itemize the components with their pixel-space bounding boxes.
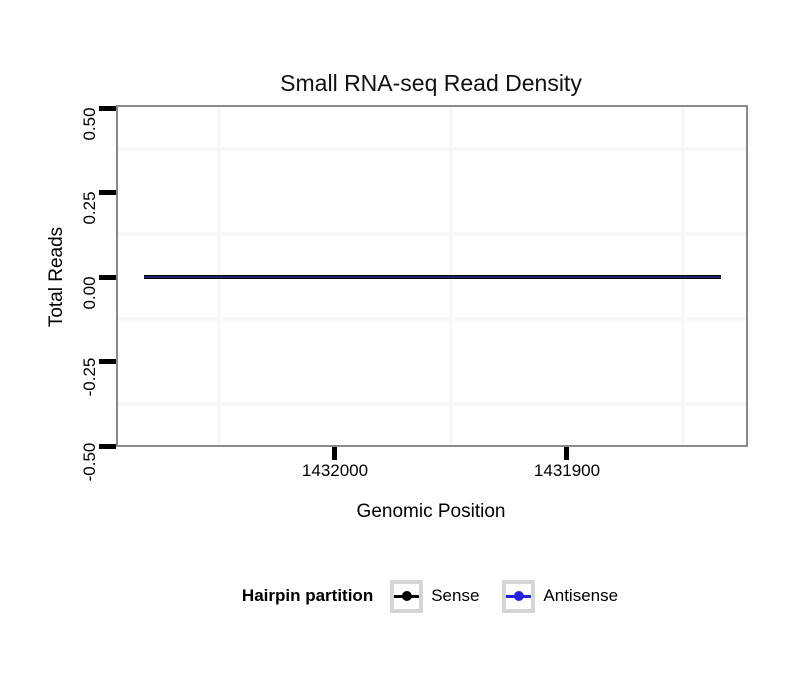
x-tick-label: 1432000: [301, 461, 369, 480]
legend-title: Hairpin partition: [241, 586, 374, 605]
chart-title: Small RNA-seq Read Density: [280, 70, 582, 96]
legend: Hairpin partition Sense Antisense: [242, 579, 624, 613]
legend-label-antisense: Antisense: [543, 586, 619, 605]
minor-gridline-horizontal: [118, 402, 746, 406]
y-axis-tick: [99, 190, 116, 195]
plot-panel: [116, 105, 748, 447]
x-axis-tick: [564, 447, 569, 460]
y-tick-label: 0.50: [80, 107, 99, 141]
antisense-point-glyph: [513, 591, 524, 601]
minor-gridline-horizontal: [118, 147, 746, 151]
legend-key-antisense: [502, 579, 536, 613]
y-axis-title: Total Reads: [46, 226, 67, 328]
legend-key-sense: [390, 579, 424, 613]
x-axis-title: Genomic Position: [356, 501, 506, 522]
x-axis-tick: [332, 447, 337, 460]
y-axis-tick: [99, 359, 116, 364]
legend-label-sense: Sense: [431, 586, 480, 605]
read-density-line: [144, 275, 721, 279]
y-axis-tick: [99, 275, 116, 280]
x-tick-label: 1431900: [533, 461, 601, 480]
sense-point-glyph: [401, 591, 412, 601]
minor-gridline-horizontal: [118, 232, 746, 236]
y-axis-tick: [99, 444, 116, 449]
y-tick-label: -0.50: [80, 442, 99, 482]
y-axis-tick: [99, 106, 116, 111]
y-tick-label: -0.25: [80, 357, 99, 397]
y-tick-label: 0.00: [80, 276, 99, 310]
minor-gridline-horizontal: [118, 317, 746, 321]
y-tick-label: 0.25: [80, 191, 99, 225]
